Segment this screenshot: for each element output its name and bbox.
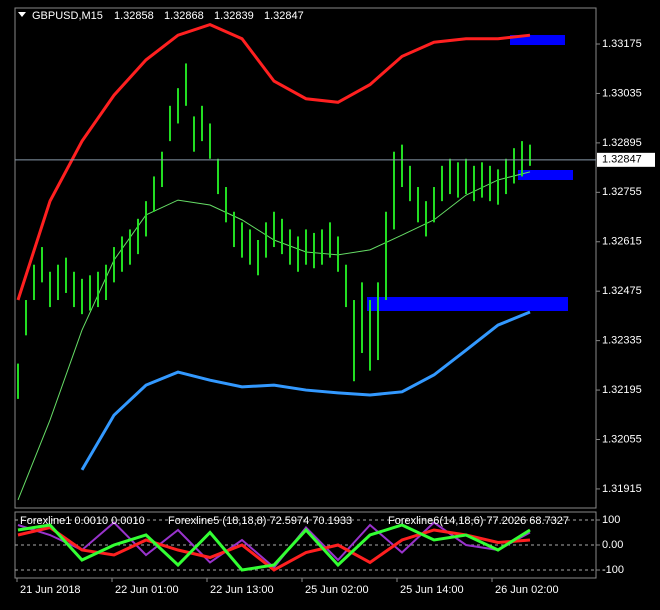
zone-box xyxy=(367,297,568,311)
x-tick-label: 26 Jun 02:00 xyxy=(495,584,559,596)
menu-arrow[interactable] xyxy=(18,12,26,17)
y-tick-label: 0.00 xyxy=(602,539,623,551)
band-line xyxy=(16,22,531,301)
y-tick-label: 1.32055 xyxy=(602,433,642,445)
y-tick-label: 1.32335 xyxy=(602,335,642,347)
high: 1.32868 xyxy=(164,10,204,22)
y-tick-label: 1.33035 xyxy=(602,87,642,99)
open: 1.32858 xyxy=(114,10,154,22)
y-tick-label: 100 xyxy=(602,514,620,526)
band-line xyxy=(80,310,531,471)
x-tick-label: 25 Jun 14:00 xyxy=(400,584,464,596)
header: GBPUSD,M15 1.32858 1.32868 1.32839 1.328… xyxy=(32,10,304,22)
indicator-label: Forexline6(14,18,6) 77.2026 68.7327 xyxy=(388,515,569,527)
level-box xyxy=(510,35,565,45)
x-tick-label: 22 Jun 13:00 xyxy=(210,584,274,596)
indicator-label: Forexline1 0.0010 0.0010 xyxy=(20,515,145,527)
y-tick-label: 1.32615 xyxy=(602,236,642,248)
y-tick-label: -100 xyxy=(602,564,624,576)
close: 1.32847 xyxy=(264,10,304,22)
oscillator-line xyxy=(17,521,531,569)
low: 1.32839 xyxy=(214,10,254,22)
current-price-box xyxy=(597,152,655,167)
main-plot-frame xyxy=(14,7,597,509)
oscillator-line xyxy=(17,525,531,572)
level-box xyxy=(518,170,573,180)
x-tick-label: 25 Jun 02:00 xyxy=(305,584,369,596)
x-tick-label: 21 Jun 2018 xyxy=(20,584,81,596)
y-tick-label: 1.31915 xyxy=(602,483,642,495)
y-tick-label: 1.33175 xyxy=(602,38,642,50)
y-tick-label: 1.32755 xyxy=(602,186,642,198)
y-tick-label: 1.32895 xyxy=(602,137,642,149)
y-tick-label: 1.32475 xyxy=(602,285,642,297)
oscillator-line xyxy=(17,523,531,572)
y-tick-label: 1.32195 xyxy=(602,384,642,396)
x-tick-label: 22 Jun 01:00 xyxy=(115,584,179,596)
symbol: GBPUSD,M15 xyxy=(32,10,103,22)
current-price-label: 1.32847 xyxy=(602,154,642,166)
indicator-label: Forexline5 (18,18,8) 72.5974 70.1933 xyxy=(168,515,352,527)
